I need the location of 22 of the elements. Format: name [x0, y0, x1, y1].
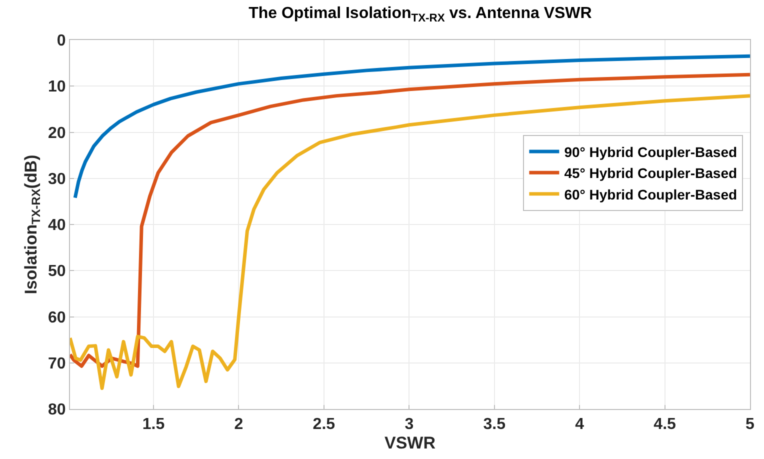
y-tick-label: 10	[48, 78, 66, 96]
y-tick-label: 50	[48, 263, 66, 280]
y-tick-label: 0	[56, 32, 66, 50]
x-tick-label: 3.5	[483, 416, 506, 434]
x-tick-label: 2	[234, 416, 244, 434]
x-tick-label: 4.5	[654, 416, 676, 434]
x-tick-label: 1.5	[142, 416, 165, 434]
x-tick-label: 4	[575, 416, 584, 434]
legend-label: 60° Hybrid Coupler-Based	[564, 186, 738, 202]
x-tick-label: 2.5	[312, 416, 336, 434]
y-tick-label: 30	[48, 170, 66, 188]
x-tick-label: 3	[404, 416, 414, 434]
chart-title: The Optimal Isolation$_{TX-RX}$ vs. Antenna VSWR	[248, 5, 592, 24]
y-tick-label: 40	[48, 217, 66, 234]
y-tick-label: 70	[48, 355, 66, 372]
legend-label: 45° Hybrid Coupler-Based	[564, 165, 738, 182]
legend-label: 90° Hybrid Coupler-Based	[564, 144, 738, 160]
y-tick-label: 20	[48, 124, 66, 142]
x-tick-label: 5	[746, 416, 755, 434]
y-tick-label: 80	[48, 402, 66, 419]
x-axis-title: VSWR	[384, 434, 436, 453]
y-tick-label: 60	[48, 309, 66, 326]
